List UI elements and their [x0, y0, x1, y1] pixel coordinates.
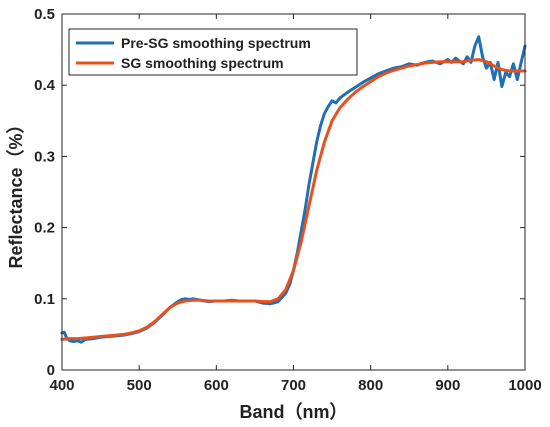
x-tick-label: 700 [281, 377, 306, 394]
y-tick-label: 0.1 [34, 291, 55, 308]
x-tick-label: 1000 [508, 377, 541, 394]
y-tick-label: 0.4 [34, 77, 56, 94]
y-tick-label: 0.3 [34, 148, 55, 165]
x-axis-title: Band（nm） [240, 402, 348, 422]
y-tick-label: 0.5 [34, 6, 55, 23]
x-tick-label: 500 [127, 377, 152, 394]
x-tick-label: 900 [435, 377, 460, 394]
x-tick-label: 800 [358, 377, 383, 394]
x-tick-label: 600 [204, 377, 229, 394]
legend-label-sg: SG smoothing spectrum [121, 55, 284, 71]
legend-label-pre-sg: Pre-SG smoothing spectrum [121, 35, 311, 51]
series-layer [60, 35, 527, 344]
y-axis: 0 0.1 0.2 0.3 0.4 0.5 [34, 6, 525, 379]
x-tick-label: 400 [49, 377, 74, 394]
legend-box [68, 28, 358, 76]
y-tick-label: 0 [47, 362, 55, 379]
legend: Pre-SG smoothing spectrum SG smoothing s… [68, 28, 358, 76]
y-axis-title: Reflectance（%） [6, 115, 26, 268]
series-line-1 [60, 58, 527, 341]
y-tick-label: 0.2 [34, 220, 55, 237]
x-axis: 400 500 600 700 800 900 1000 [49, 14, 542, 394]
